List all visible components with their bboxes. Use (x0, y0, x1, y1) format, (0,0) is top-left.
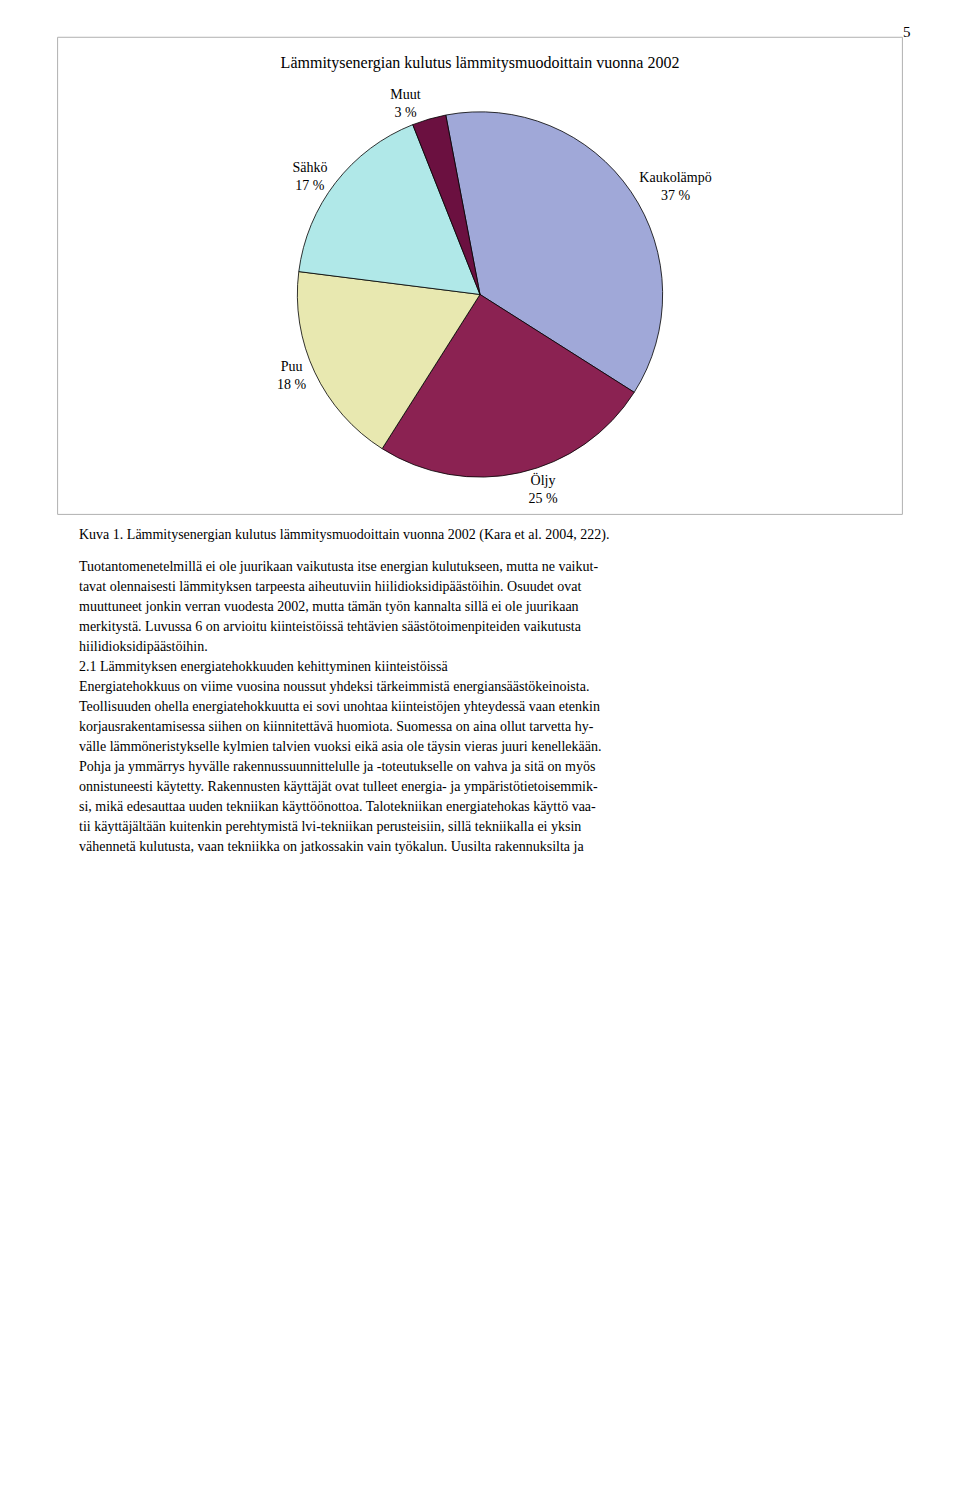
svg-text:5: 5 (903, 24, 911, 40)
svg-text:välle lämmöneristykselle kylmi: välle lämmöneristykselle kylmien talvien… (79, 739, 602, 754)
svg-text:Energiatehokkuus on viime vuos: Energiatehokkuus on viime vuosina noussu… (79, 679, 589, 694)
svg-text:hiilidioksidipäästöihin.: hiilidioksidipäästöihin. (79, 639, 208, 654)
svg-text:Teollisuuden ohella energiateh: Teollisuuden ohella energiatehokkuutta e… (79, 699, 600, 714)
svg-text:Lämmitysenergian kulutus lämmi: Lämmitysenergian kulutus lämmitysmuodoit… (281, 54, 680, 72)
svg-text:Kaukolämpö37 %: Kaukolämpö37 % (639, 170, 711, 203)
svg-text:Pohja ja ymmärrys hyvälle rake: Pohja ja ymmärrys hyvälle rakennussuunni… (79, 759, 595, 774)
svg-text:merkitystä. Luvussa 6 on arvio: merkitystä. Luvussa 6 on arvioitu kiinte… (79, 619, 582, 634)
svg-text:Muut3 %: Muut3 % (390, 87, 420, 120)
svg-text:Öljy25 %: Öljy25 % (528, 472, 558, 506)
svg-text:Tuotantomenetelmillä ei ole ju: Tuotantomenetelmillä ei ole juurikaan va… (79, 559, 598, 574)
svg-text:Puu18 %: Puu18 % (277, 359, 307, 392)
svg-text:2.1 Lämmityksen energiatehokku: 2.1 Lämmityksen energiatehokkuuden kehit… (79, 659, 449, 674)
svg-text:muuttuneet jonkin verran vuode: muuttuneet jonkin verran vuodesta 2002, … (79, 599, 579, 614)
svg-text:Kuva 1. Lämmitysenergian kulut: Kuva 1. Lämmitysenergian kulutus lämmity… (79, 527, 609, 543)
svg-text:si, mikä edesauttaa uuden tekn: si, mikä edesauttaa uuden tekniikan käyt… (79, 799, 596, 814)
svg-text:vähennetä kulutusta, vaan tekn: vähennetä kulutusta, vaan tekniikka on j… (79, 839, 584, 854)
svg-text:tavat olennaisesti lämmityksen: tavat olennaisesti lämmityksen tarpeesta… (79, 579, 581, 594)
svg-text:onnistuneesti käytetty. Rakenn: onnistuneesti käytetty. Rakennusten käyt… (79, 779, 598, 794)
svg-text:Sähkö17 %: Sähkö17 % (292, 160, 327, 193)
svg-text:tii käyttäjältään kuitenkin pe: tii käyttäjältään kuitenkin perehtymistä… (79, 819, 581, 834)
svg-text:korjausrakentamisessa siihen o: korjausrakentamisessa siihen on kiinnite… (79, 719, 594, 734)
